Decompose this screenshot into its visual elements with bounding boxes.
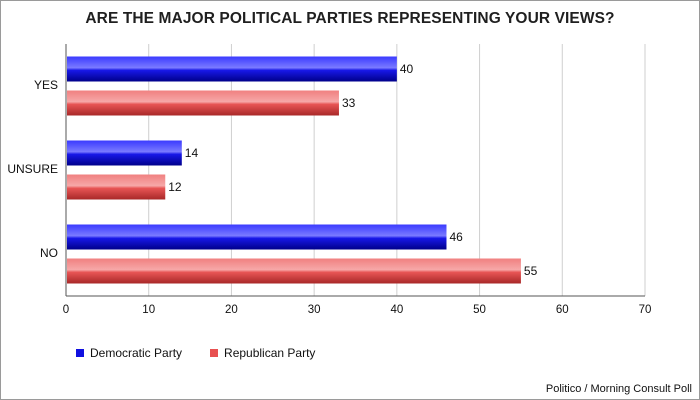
legend-swatch-democratic [76, 349, 84, 357]
bar-unsure-republican-party [67, 174, 166, 200]
legend: Democratic Party Republican Party [76, 346, 343, 360]
data-label-yes-democratic-party: 40 [400, 62, 414, 76]
legend-label-republican: Republican Party [224, 346, 316, 360]
bar-no-republican-party [67, 258, 521, 284]
x-tick-label: 40 [390, 304, 404, 316]
x-tick-label: 60 [555, 304, 569, 316]
legend-item-democratic: Democratic Party [76, 346, 182, 360]
bar-yes-republican-party [67, 90, 339, 116]
category-label-unsure: UNSURE [7, 162, 58, 176]
x-tick-label: 30 [307, 304, 321, 316]
category-label-no: NO [40, 246, 58, 260]
data-label-no-democratic-party: 46 [449, 230, 463, 244]
legend-label-democratic: Democratic Party [90, 346, 183, 360]
data-label-unsure-republican-party: 12 [168, 180, 182, 194]
bar-unsure-democratic-party [67, 140, 182, 166]
chart-title: ARE THE MAJOR POLITICAL PARTIES REPRESEN… [85, 10, 615, 27]
bar-yes-democratic-party [67, 56, 397, 82]
legend-item-republican: Republican Party [210, 346, 315, 360]
bar-no-democratic-party [67, 224, 447, 250]
x-tick-label: 20 [225, 304, 238, 316]
x-tick-label: 10 [142, 304, 156, 316]
x-tick-label: 0 [62, 304, 70, 316]
category-label-yes: YES [33, 78, 58, 92]
source-note: Politico / Morning Consult Poll [545, 383, 692, 395]
data-label-yes-republican-party: 33 [342, 96, 356, 110]
x-tick-label: 50 [473, 304, 486, 316]
x-tick-label: 70 [638, 304, 652, 316]
data-label-unsure-democratic-party: 14 [185, 146, 199, 160]
legend-swatch-republican [210, 349, 219, 357]
data-label-no-republican-party: 55 [524, 264, 538, 278]
